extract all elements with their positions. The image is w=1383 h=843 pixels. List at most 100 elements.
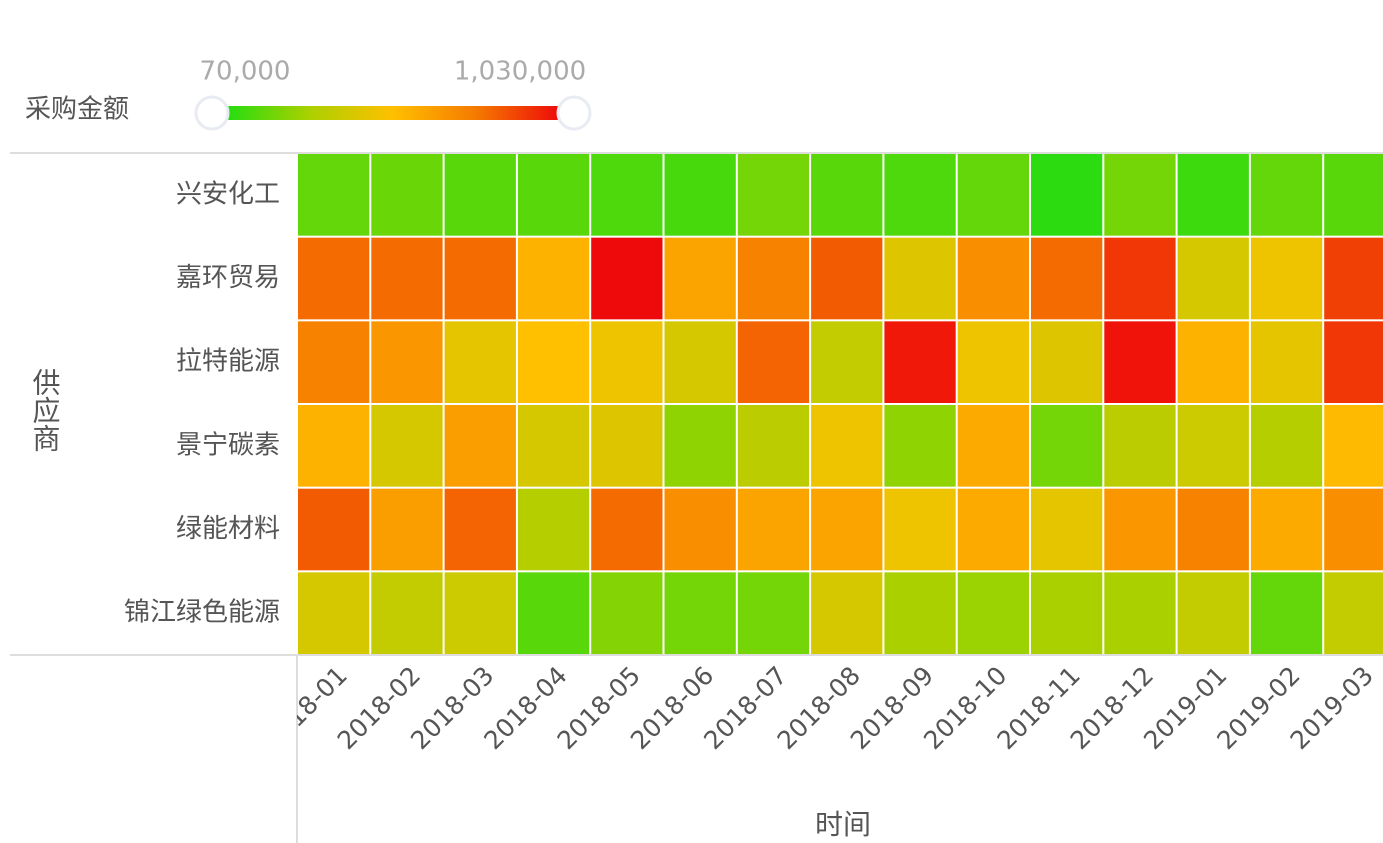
heatmap-cell: [957, 405, 1029, 487]
heatmap-cell: [444, 154, 516, 236]
y-tick-label: 拉特能源: [176, 347, 280, 377]
heatmap-cell: [957, 321, 1029, 403]
heatmap-cell: [1250, 154, 1323, 236]
heatmap-cell: [591, 405, 663, 487]
heatmap-cell: [444, 572, 516, 654]
heatmap-cell: [1324, 321, 1383, 403]
heatmap-cell: [1324, 154, 1383, 236]
heatmap-cell: [1104, 237, 1176, 320]
heatmap-cell: [298, 321, 370, 403]
heatmap-cell: [1177, 321, 1249, 403]
heatmap-cell: [444, 321, 516, 403]
heatmap-cell: [1250, 405, 1323, 487]
y-tick-label: 兴安化工: [176, 179, 280, 209]
heatmap-cell: [1177, 154, 1249, 236]
heatmap-cell: [811, 237, 883, 320]
heatmap-cell: [664, 321, 736, 403]
heatmap-cell: [591, 321, 663, 403]
heatmap-cell: [371, 321, 443, 403]
heatmap-cell: [737, 488, 810, 571]
heatmap-cell: [811, 488, 883, 571]
heatmap-cell: [298, 488, 370, 571]
heatmap-cell: [1031, 488, 1103, 571]
y-tick-label: 绿能材料: [176, 514, 280, 544]
heatmap-cell: [811, 321, 883, 403]
heatmap-cell: [1250, 237, 1323, 320]
heatmap-cell: [444, 405, 516, 487]
heatmap-cell: [1177, 488, 1249, 571]
visual-map-handle[interactable]: [194, 95, 230, 131]
heatmap-cell: [591, 488, 663, 571]
heatmap-cell: [1031, 237, 1103, 320]
heatmap-cell: [1324, 405, 1383, 487]
heatmap-cell: [517, 488, 590, 571]
heatmap-cell: [1031, 572, 1103, 654]
heatmap-cell: [1324, 572, 1383, 654]
visual-map-bar: [225, 106, 560, 120]
heatmap-cell: [517, 237, 590, 320]
heatmap-cell: [371, 572, 443, 654]
heatmap-cell: [444, 237, 516, 320]
heatmap-cell: [517, 321, 590, 403]
heatmap-cell: [298, 572, 370, 654]
heatmap-cell: [371, 154, 443, 236]
heatmap-cell: [371, 405, 443, 487]
heatmap-cell: [1104, 321, 1176, 403]
heatmap-cell: [1250, 321, 1323, 403]
heatmap-cell: [1177, 572, 1249, 654]
heatmap-cell: [957, 572, 1029, 654]
heatmap-cell: [811, 154, 883, 236]
visual-map-handle[interactable]: [556, 95, 592, 131]
heatmap-cell: [957, 237, 1029, 320]
heatmap-cell: [884, 321, 956, 403]
heatmap-cell: [664, 154, 736, 236]
heatmap-cell: [884, 154, 956, 236]
heatmap-cell: [1031, 405, 1103, 487]
heatmap-cell: [1104, 572, 1176, 654]
heatmap-cell: [884, 488, 956, 571]
heatmap-cell: [884, 237, 956, 320]
heatmap-cell: [1324, 488, 1383, 571]
heatmap-cell: [664, 405, 736, 487]
heatmap-cell: [737, 154, 810, 236]
heatmap-cell: [517, 154, 590, 236]
visual-map-max-label: 1,030,000: [454, 57, 586, 87]
heatmap-cell: [1177, 405, 1249, 487]
heatmap-cell: [737, 572, 810, 654]
heatmap-cell: [811, 572, 883, 654]
visual-map-min-label: 70,000: [200, 57, 291, 87]
heatmap-cell: [371, 237, 443, 320]
heatmap-cell: [1104, 405, 1176, 487]
heatmap-cell: [298, 405, 370, 487]
y-tick-label: 景宁碳素: [176, 430, 280, 460]
heatmap-cell: [1177, 237, 1249, 320]
x-axis-title: 时间: [815, 808, 871, 841]
heatmap-cell: [1250, 572, 1323, 654]
legend-title: 采购金额: [25, 95, 129, 125]
y-tick-label: 锦江绿色能源: [124, 598, 280, 628]
heatmap-cell: [371, 488, 443, 571]
heatmap-cell: [737, 405, 810, 487]
heatmap-cell: [1031, 154, 1103, 236]
heatmap-cell: [591, 154, 663, 236]
heatmap-cell: [591, 572, 663, 654]
heatmap-cell: [1031, 321, 1103, 403]
heatmap-cell: [957, 488, 1029, 571]
heatmap-cell: [1324, 237, 1383, 320]
heatmap-cell: [444, 488, 516, 571]
heatmap-cell: [957, 154, 1029, 236]
heatmap-cell: [664, 237, 736, 320]
y-axis-title: 供应商: [29, 368, 62, 452]
heatmap-cell: [1104, 154, 1176, 236]
heatmap-cell: [591, 237, 663, 320]
heatmap-cell: [884, 572, 956, 654]
heatmap-cell: [517, 572, 590, 654]
y-tick-label: 嘉环贸易: [176, 263, 280, 293]
heatmap-cell: [811, 405, 883, 487]
heatmap-cell: [737, 321, 810, 403]
heatmap-cell: [298, 237, 370, 320]
heatmap-cell: [298, 154, 370, 236]
heatmap-cells: 2018-012018-022018-032018-042018-052018-…: [297, 154, 1383, 755]
heatmap-cell: [884, 405, 956, 487]
